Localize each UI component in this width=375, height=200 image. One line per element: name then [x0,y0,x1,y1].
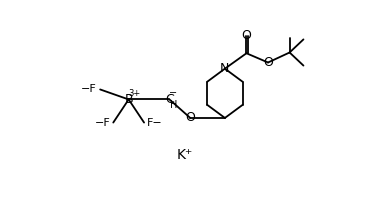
Text: H: H [170,100,178,110]
Text: −: − [169,88,177,98]
Text: O: O [263,56,273,69]
Text: K⁺: K⁺ [177,148,193,162]
Text: B: B [124,93,133,106]
Text: −F: −F [81,84,97,94]
Text: N: N [220,62,230,75]
Text: O: O [242,29,251,42]
Text: C: C [165,93,174,106]
Text: −F: −F [94,118,110,128]
Text: O: O [185,111,195,124]
Text: F−: F− [147,118,163,128]
Text: 3+: 3+ [128,89,140,98]
